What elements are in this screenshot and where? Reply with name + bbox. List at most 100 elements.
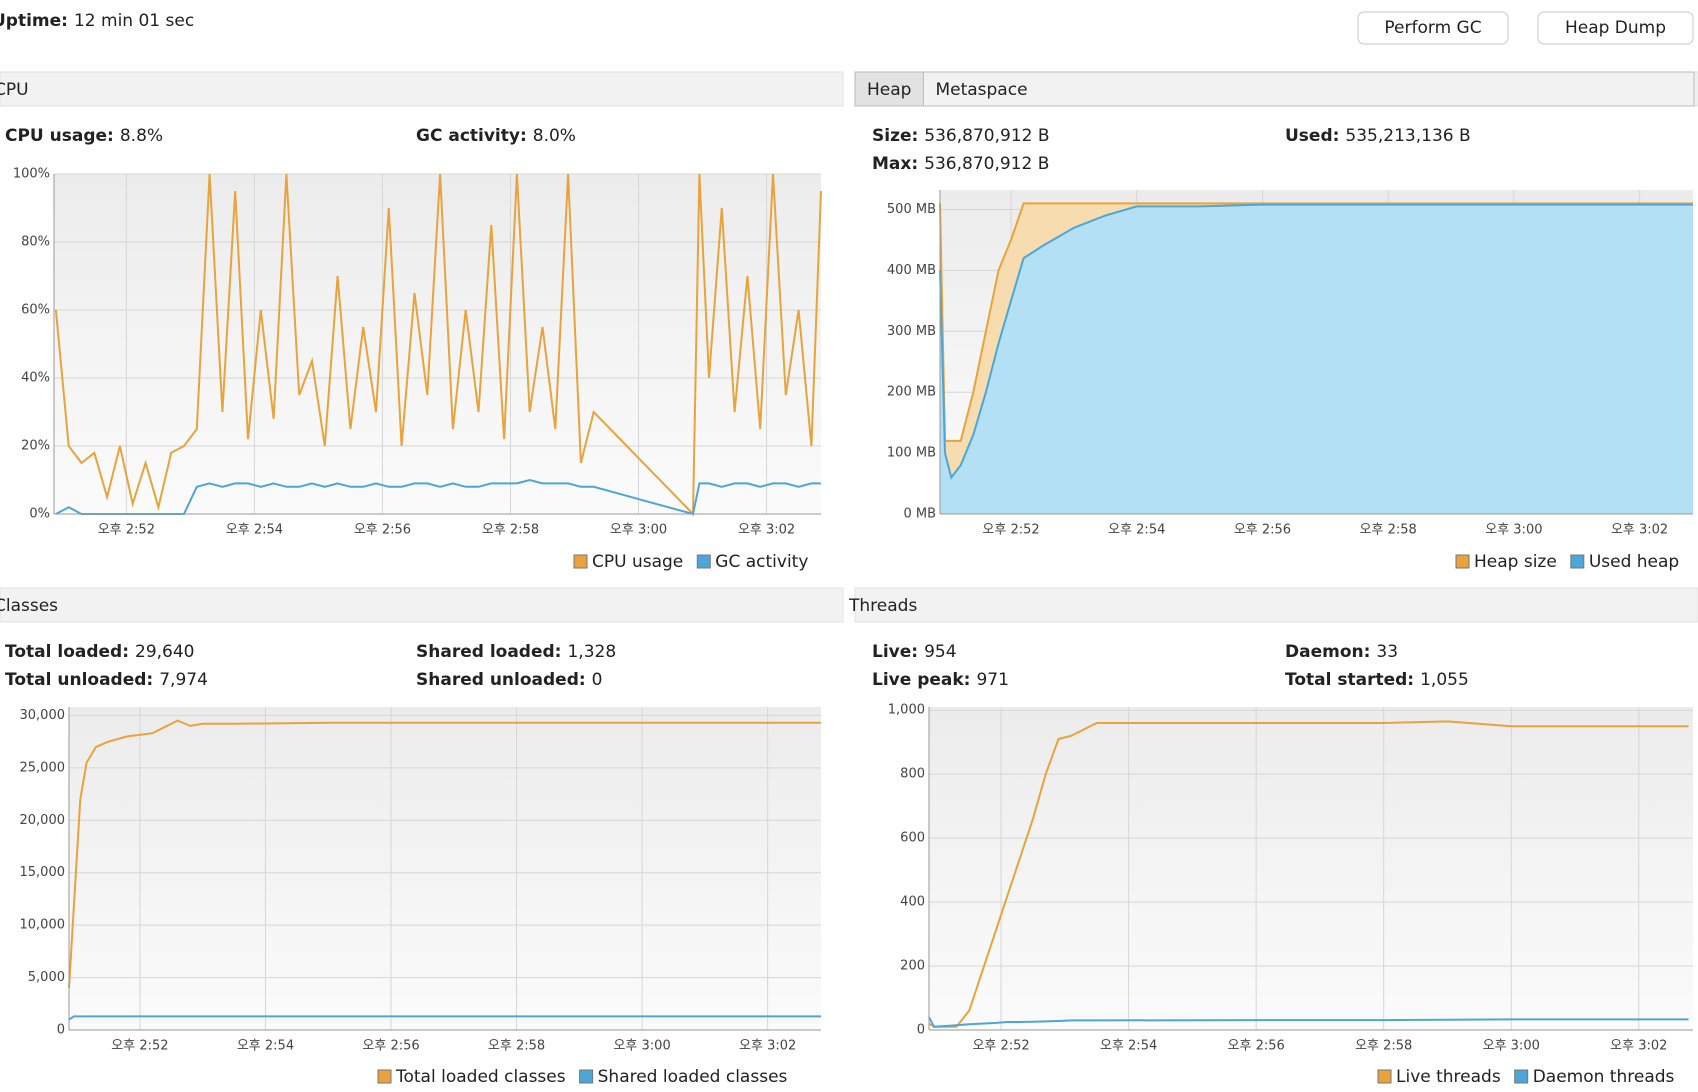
legend-label: Shared loaded classes [598,1067,788,1087]
x-tick-label: 오후 2:56 [362,1039,419,1054]
stat-label: CPU usage: [5,126,114,146]
y-tick-label: 800 [900,767,925,782]
stat-label: Daemon: [1285,642,1370,662]
y-tick-label: 100% [13,167,50,182]
x-tick-label: 오후 3:00 [1483,1039,1540,1054]
stat-label: Shared loaded: [416,642,561,662]
y-tick-label: 20,000 [20,813,66,828]
y-tick-label: 0 [57,1023,65,1038]
area [940,204,1693,514]
tab-label[interactable]: Metaspace [935,80,1027,100]
x-tick-label: 오후 2:58 [482,523,539,538]
x-tick-label: 오후 2:52 [98,523,155,538]
y-tick-label: 400 MB [887,263,936,278]
series-line [68,719,821,989]
stat-label: Shared unloaded: [416,670,586,690]
stat-label: GC activity: [416,126,527,146]
series-line [928,1016,1689,1028]
stat-label: Live: [872,642,918,662]
x-tick-label: 오후 2:56 [1228,1039,1285,1054]
series-line [68,1015,821,1021]
x-tick-label: 오후 2:56 [354,523,411,538]
legend-label: Total loaded classes [395,1067,566,1087]
uptime-label: Uptime: [0,11,68,31]
x-tick-label: 오후 2:56 [1234,523,1291,538]
x-tick-label: 오후 2:52 [111,1039,168,1054]
stat-label: Total unloaded: [5,670,153,690]
stat-value: 33 [1376,642,1398,662]
plot-area [69,707,821,1030]
stat-value: 1,328 [567,642,616,662]
x-tick-label: 오후 3:02 [1610,1039,1667,1054]
x-tick-label: 오후 2:54 [226,523,283,538]
y-tick-label: 80% [21,235,50,250]
stat-value: 536,870,912 B [924,126,1049,146]
stat-label: Total started: [1285,670,1414,690]
x-tick-label: 오후 2:54 [1100,1039,1157,1054]
panel-title: Threads [848,596,917,616]
stat-value: 535,213,136 B [1345,126,1470,146]
legend-label: Daemon threads [1533,1067,1675,1087]
tab-label[interactable]: Heap [867,80,911,100]
y-tick-label: 40% [21,371,50,386]
legend-label: CPU usage [592,552,683,572]
y-tick-label: 5,000 [28,970,65,985]
stat-value: 1,055 [1420,670,1469,690]
panel-title: Classes [0,596,58,616]
x-tick-label: 오후 3:00 [1485,523,1542,538]
panel-header [854,587,1698,623]
button[interactable] [1357,11,1509,45]
uptime-value: 12 min 01 sec [74,11,194,31]
y-tick-label: 300 MB [887,324,936,339]
x-tick-label: 오후 3:00 [610,523,667,538]
x-tick-label: 오후 2:54 [237,1039,294,1054]
legend-swatch [1570,554,1585,569]
legend-swatch [377,1069,392,1084]
y-tick-label: 30,000 [20,708,66,723]
series-line [939,202,1693,442]
button[interactable] [1537,11,1694,45]
y-tick-label: 100 MB [887,446,936,461]
y-tick-label: 0 MB [903,507,936,522]
legend-label: GC activity [715,552,808,572]
legend-swatch [1455,554,1470,569]
y-tick-label: 25,000 [20,760,66,775]
legend-label: Live threads [1396,1067,1501,1087]
y-tick-label: 15,000 [20,865,66,880]
y-tick-label: 1,000 [888,703,925,718]
x-tick-label: 오후 2:58 [488,1039,545,1054]
legend-swatch [1377,1069,1392,1084]
panel-header [0,587,844,623]
button-label[interactable]: Perform GC [1384,18,1481,38]
stat-value: 0 [592,670,603,690]
y-tick-label: 10,000 [20,918,66,933]
panel-title: CPU [0,80,29,100]
x-tick-label: 오후 2:58 [1360,523,1417,538]
x-tick-label: 오후 3:00 [613,1039,670,1054]
x-tick-label: 오후 2:52 [982,523,1039,538]
y-tick-label: 200 [900,959,925,974]
x-tick-label: 오후 2:52 [972,1039,1029,1054]
y-tick-label: 0% [29,507,50,522]
plot-area [929,707,1693,1030]
stat-label: Size: [872,126,918,146]
button-label[interactable]: Heap Dump [1565,18,1666,38]
stat-value: 29,640 [135,642,194,662]
tab[interactable] [922,71,1695,107]
stat-value: 536,870,912 B [924,154,1049,174]
y-tick-label: 200 MB [887,385,936,400]
stat-label: Max: [872,154,918,174]
legend-swatch [696,554,711,569]
legend-swatch [1514,1069,1529,1084]
stat-value: 8.0% [533,126,576,146]
series-line [928,720,1689,1028]
stat-label: Live peak: [872,670,970,690]
y-tick-label: 0 [917,1023,925,1038]
y-tick-label: 20% [21,439,50,454]
legend-label: Used heap [1589,552,1679,572]
legend-label: Heap size [1474,552,1557,572]
x-tick-label: 오후 2:58 [1355,1039,1412,1054]
y-tick-label: 500 MB [887,202,936,217]
